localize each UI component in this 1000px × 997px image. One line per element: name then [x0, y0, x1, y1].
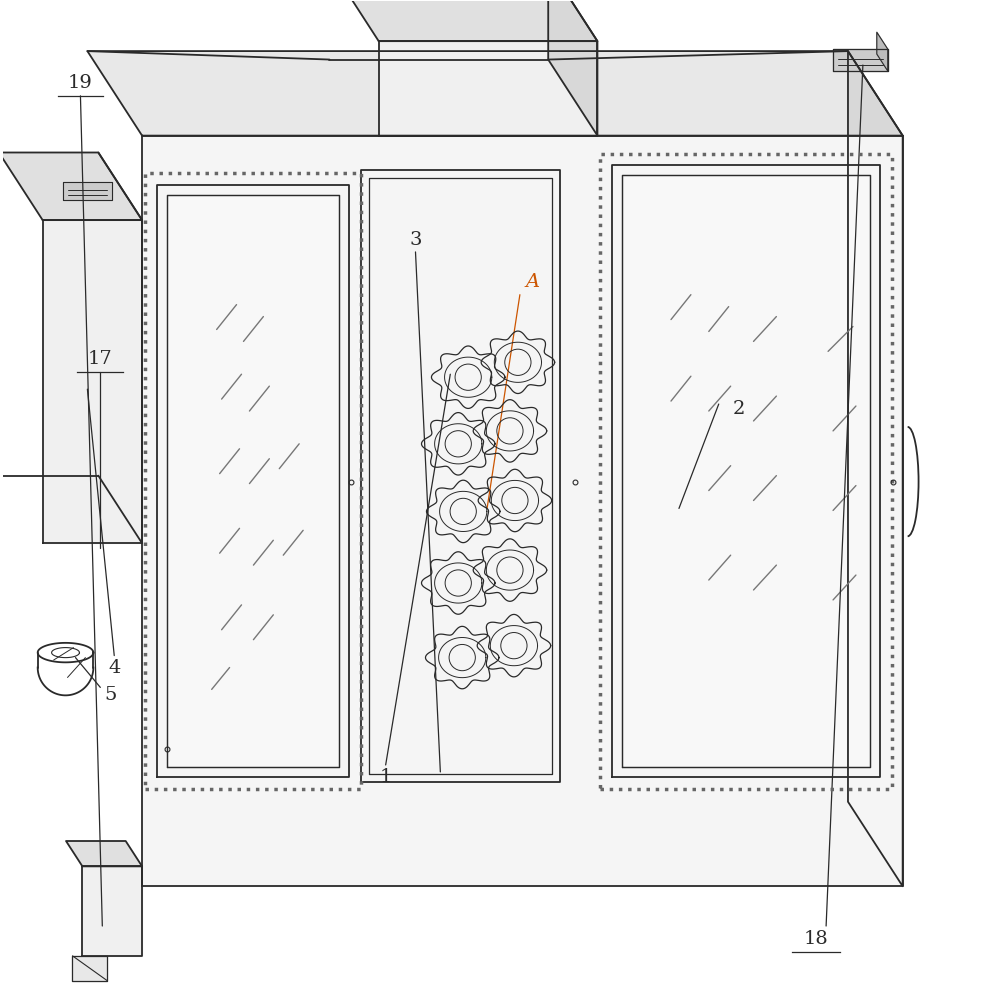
Polygon shape: [157, 185, 349, 777]
Text: 17: 17: [88, 350, 113, 368]
Polygon shape: [877, 32, 888, 71]
Polygon shape: [548, 0, 597, 136]
Polygon shape: [167, 195, 339, 767]
Text: 18: 18: [804, 930, 829, 948]
Polygon shape: [379, 41, 597, 136]
Text: 4: 4: [108, 658, 120, 677]
Text: 3: 3: [409, 231, 422, 249]
Polygon shape: [87, 51, 903, 136]
Polygon shape: [833, 49, 888, 71]
Text: 5: 5: [104, 686, 116, 704]
Polygon shape: [0, 153, 142, 220]
Text: 2: 2: [732, 400, 745, 418]
Polygon shape: [63, 181, 112, 199]
Polygon shape: [82, 866, 142, 956]
Polygon shape: [72, 956, 107, 981]
Polygon shape: [848, 51, 903, 886]
Text: 19: 19: [68, 74, 93, 92]
Text: 1: 1: [379, 768, 392, 786]
Polygon shape: [142, 136, 903, 886]
Polygon shape: [43, 220, 142, 543]
Text: A: A: [526, 273, 540, 291]
Polygon shape: [66, 841, 142, 866]
Polygon shape: [622, 175, 870, 767]
Polygon shape: [612, 166, 880, 777]
Polygon shape: [361, 170, 560, 782]
Polygon shape: [329, 0, 597, 41]
